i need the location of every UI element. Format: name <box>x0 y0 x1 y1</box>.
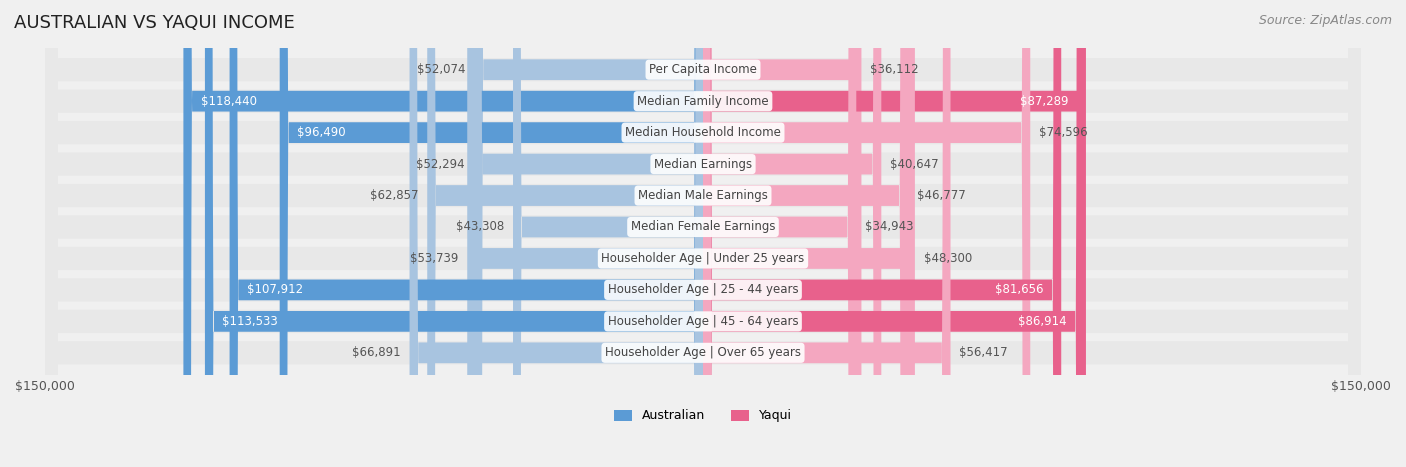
Text: $46,777: $46,777 <box>917 189 966 202</box>
FancyBboxPatch shape <box>467 0 703 467</box>
FancyBboxPatch shape <box>474 0 703 467</box>
Legend: Australian, Yaqui: Australian, Yaqui <box>609 404 797 427</box>
Text: Householder Age | Over 65 years: Householder Age | Over 65 years <box>605 347 801 359</box>
Text: $86,914: $86,914 <box>1018 315 1067 328</box>
FancyBboxPatch shape <box>703 0 1062 467</box>
Text: $96,490: $96,490 <box>297 126 346 139</box>
Text: $40,647: $40,647 <box>890 157 939 170</box>
Text: $52,074: $52,074 <box>418 63 465 76</box>
FancyBboxPatch shape <box>703 0 908 467</box>
Text: $53,739: $53,739 <box>411 252 458 265</box>
FancyBboxPatch shape <box>513 0 703 467</box>
FancyBboxPatch shape <box>229 0 703 467</box>
FancyBboxPatch shape <box>45 0 1361 467</box>
FancyBboxPatch shape <box>703 0 950 467</box>
FancyBboxPatch shape <box>703 0 1085 467</box>
Text: Median Female Earnings: Median Female Earnings <box>631 220 775 234</box>
Text: $36,112: $36,112 <box>870 63 920 76</box>
Text: $52,294: $52,294 <box>416 157 465 170</box>
Text: $43,308: $43,308 <box>456 220 505 234</box>
Text: AUSTRALIAN VS YAQUI INCOME: AUSTRALIAN VS YAQUI INCOME <box>14 14 295 32</box>
Text: $81,656: $81,656 <box>995 283 1043 297</box>
FancyBboxPatch shape <box>45 0 1361 467</box>
Text: $74,596: $74,596 <box>1039 126 1088 139</box>
FancyBboxPatch shape <box>703 0 1084 467</box>
FancyBboxPatch shape <box>45 0 1361 467</box>
Text: Median Household Income: Median Household Income <box>626 126 780 139</box>
FancyBboxPatch shape <box>45 0 1361 467</box>
FancyBboxPatch shape <box>45 0 1361 467</box>
Text: $48,300: $48,300 <box>924 252 972 265</box>
FancyBboxPatch shape <box>45 0 1361 467</box>
FancyBboxPatch shape <box>280 0 703 467</box>
Text: $107,912: $107,912 <box>247 283 304 297</box>
Text: Per Capita Income: Per Capita Income <box>650 63 756 76</box>
Text: $34,943: $34,943 <box>865 220 914 234</box>
Text: $66,891: $66,891 <box>352 347 401 359</box>
Text: Householder Age | Under 25 years: Householder Age | Under 25 years <box>602 252 804 265</box>
Text: Median Earnings: Median Earnings <box>654 157 752 170</box>
FancyBboxPatch shape <box>409 0 703 467</box>
FancyBboxPatch shape <box>45 0 1361 467</box>
Text: Householder Age | 25 - 44 years: Householder Age | 25 - 44 years <box>607 283 799 297</box>
Text: $56,417: $56,417 <box>959 347 1008 359</box>
Text: $113,533: $113,533 <box>222 315 278 328</box>
FancyBboxPatch shape <box>205 0 703 467</box>
Text: $87,289: $87,289 <box>1019 95 1069 108</box>
FancyBboxPatch shape <box>703 0 1031 467</box>
FancyBboxPatch shape <box>703 0 856 467</box>
FancyBboxPatch shape <box>45 0 1361 467</box>
FancyBboxPatch shape <box>703 0 882 467</box>
FancyBboxPatch shape <box>427 0 703 467</box>
FancyBboxPatch shape <box>183 0 703 467</box>
Text: Householder Age | 45 - 64 years: Householder Age | 45 - 64 years <box>607 315 799 328</box>
FancyBboxPatch shape <box>703 0 915 467</box>
FancyBboxPatch shape <box>45 0 1361 467</box>
FancyBboxPatch shape <box>45 0 1361 467</box>
FancyBboxPatch shape <box>475 0 703 467</box>
FancyBboxPatch shape <box>703 0 862 467</box>
Text: Median Male Earnings: Median Male Earnings <box>638 189 768 202</box>
Text: $62,857: $62,857 <box>370 189 419 202</box>
Text: Source: ZipAtlas.com: Source: ZipAtlas.com <box>1258 14 1392 27</box>
Text: $118,440: $118,440 <box>201 95 257 108</box>
Text: Median Family Income: Median Family Income <box>637 95 769 108</box>
